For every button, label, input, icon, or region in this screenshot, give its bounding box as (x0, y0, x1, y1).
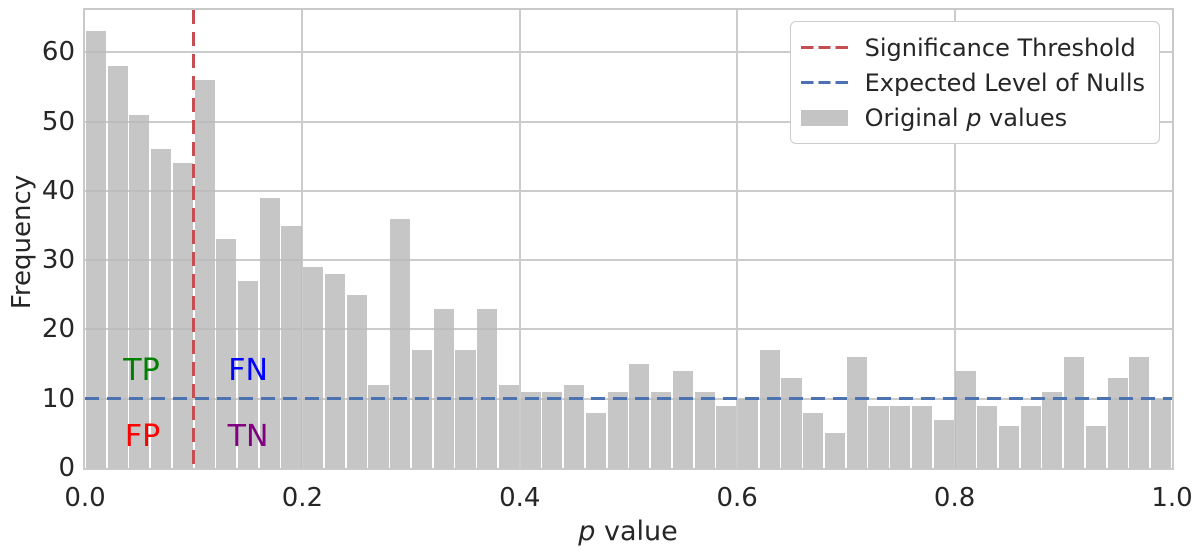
legend-item-significance-threshold: Significance Threshold (800, 30, 1145, 65)
y-tick-label: 50 (41, 106, 75, 137)
x-tick-label: 0.0 (64, 483, 106, 513)
histogram-bar (911, 405, 933, 468)
histogram-bar (803, 412, 824, 468)
histogram-bar (738, 398, 759, 468)
legend-item-original-p-values: Original p values (800, 100, 1145, 135)
legend-label: Original p values (864, 103, 1068, 132)
histogram-bar (303, 267, 324, 468)
histogram-bar (672, 371, 693, 468)
legend-label: Expected Level of Nulls (864, 68, 1145, 97)
histogram-bar (1042, 391, 1063, 468)
histogram-bar (237, 280, 259, 468)
annotation-fp: FP (124, 418, 161, 454)
histogram-bar (716, 405, 737, 468)
histogram-bar (390, 218, 411, 468)
histogram-bar (151, 149, 172, 468)
horizontal-gridline (85, 328, 1172, 331)
horizontal-gridline (85, 51, 1172, 54)
annotation-tp: TP (123, 352, 160, 388)
y-tick-label: 30 (41, 245, 75, 276)
histogram-bar (564, 384, 585, 468)
histogram-bar (324, 274, 346, 468)
histogram-bar (977, 405, 998, 468)
histogram-bar (607, 391, 628, 468)
histogram-bar (824, 433, 846, 468)
histogram-bar (759, 350, 780, 468)
histogram-bar (933, 419, 954, 468)
red-dashed-line-icon (800, 46, 848, 49)
histogram-bar (477, 308, 498, 468)
vertical-gridline (518, 10, 521, 468)
histogram-bar (455, 350, 476, 468)
histogram-bar (216, 239, 237, 468)
histogram-bar (1107, 377, 1128, 468)
histogram-bar (433, 308, 454, 468)
histogram-bar (411, 350, 433, 468)
histogram-bar (651, 391, 672, 468)
histogram-bar (194, 79, 215, 468)
histogram-bar (281, 225, 302, 468)
histogram-bar (781, 377, 802, 468)
expected-nulls-line (85, 397, 1172, 401)
histogram-bar (585, 412, 606, 468)
histogram-bar (259, 197, 280, 468)
histogram-bar (1085, 426, 1106, 468)
histogram-bar (85, 31, 106, 468)
histogram-bar (129, 114, 150, 468)
histogram-bar (1020, 405, 1041, 468)
histogram-bar (107, 66, 128, 468)
histogram-bar (1129, 357, 1150, 468)
legend: Significance Threshold Expected Level of… (789, 21, 1160, 144)
x-axis-label-rest: value (595, 516, 678, 547)
x-axis-label-italic-p: p (578, 516, 596, 547)
legend-item-expected-level-of-nulls: Expected Level of Nulls (800, 65, 1145, 100)
blue-dashed-line-icon (800, 81, 848, 84)
gray-bar-swatch-icon (800, 109, 848, 126)
histogram-bar (542, 391, 563, 468)
histogram-bar (1064, 357, 1085, 468)
histogram-bar (846, 357, 867, 468)
histogram-bar (890, 405, 911, 468)
histogram-bar (955, 371, 976, 468)
vertical-gridline (736, 10, 739, 468)
histogram-bar (172, 163, 193, 468)
horizontal-gridline (85, 259, 1172, 262)
y-tick-label: 40 (41, 175, 75, 206)
y-tick-label: 60 (41, 37, 75, 68)
histogram-bar (694, 391, 715, 468)
histogram-bar (368, 384, 389, 468)
horizontal-gridline (85, 120, 1172, 123)
x-tick-label: 1.0 (1151, 483, 1193, 513)
x-tick-label: 0.8 (933, 483, 976, 513)
histogram-bar (998, 426, 1019, 468)
vertical-gridline (953, 10, 956, 468)
histogram-bar (629, 364, 650, 468)
significance-threshold-line (192, 10, 196, 468)
y-tick-label: 20 (41, 314, 75, 345)
histogram-bar (346, 294, 367, 468)
legend-label: Significance Threshold (864, 33, 1136, 62)
y-tick-label: 10 (41, 383, 75, 414)
annotation-tn: TN (227, 418, 269, 454)
y-tick-label: 0 (58, 453, 75, 483)
annotation-fn: FN (228, 352, 268, 388)
x-tick-label: 0.6 (716, 483, 758, 513)
histogram-bar (868, 405, 889, 468)
vertical-gridline (301, 10, 304, 468)
histogram-bar (520, 391, 541, 468)
histogram-bar (1151, 398, 1172, 468)
horizontal-gridline (85, 189, 1172, 192)
x-tick-label: 0.2 (281, 483, 324, 513)
x-axis-label: p value (478, 516, 778, 548)
x-tick-label: 0.4 (499, 483, 541, 513)
histogram-bar (498, 384, 519, 468)
